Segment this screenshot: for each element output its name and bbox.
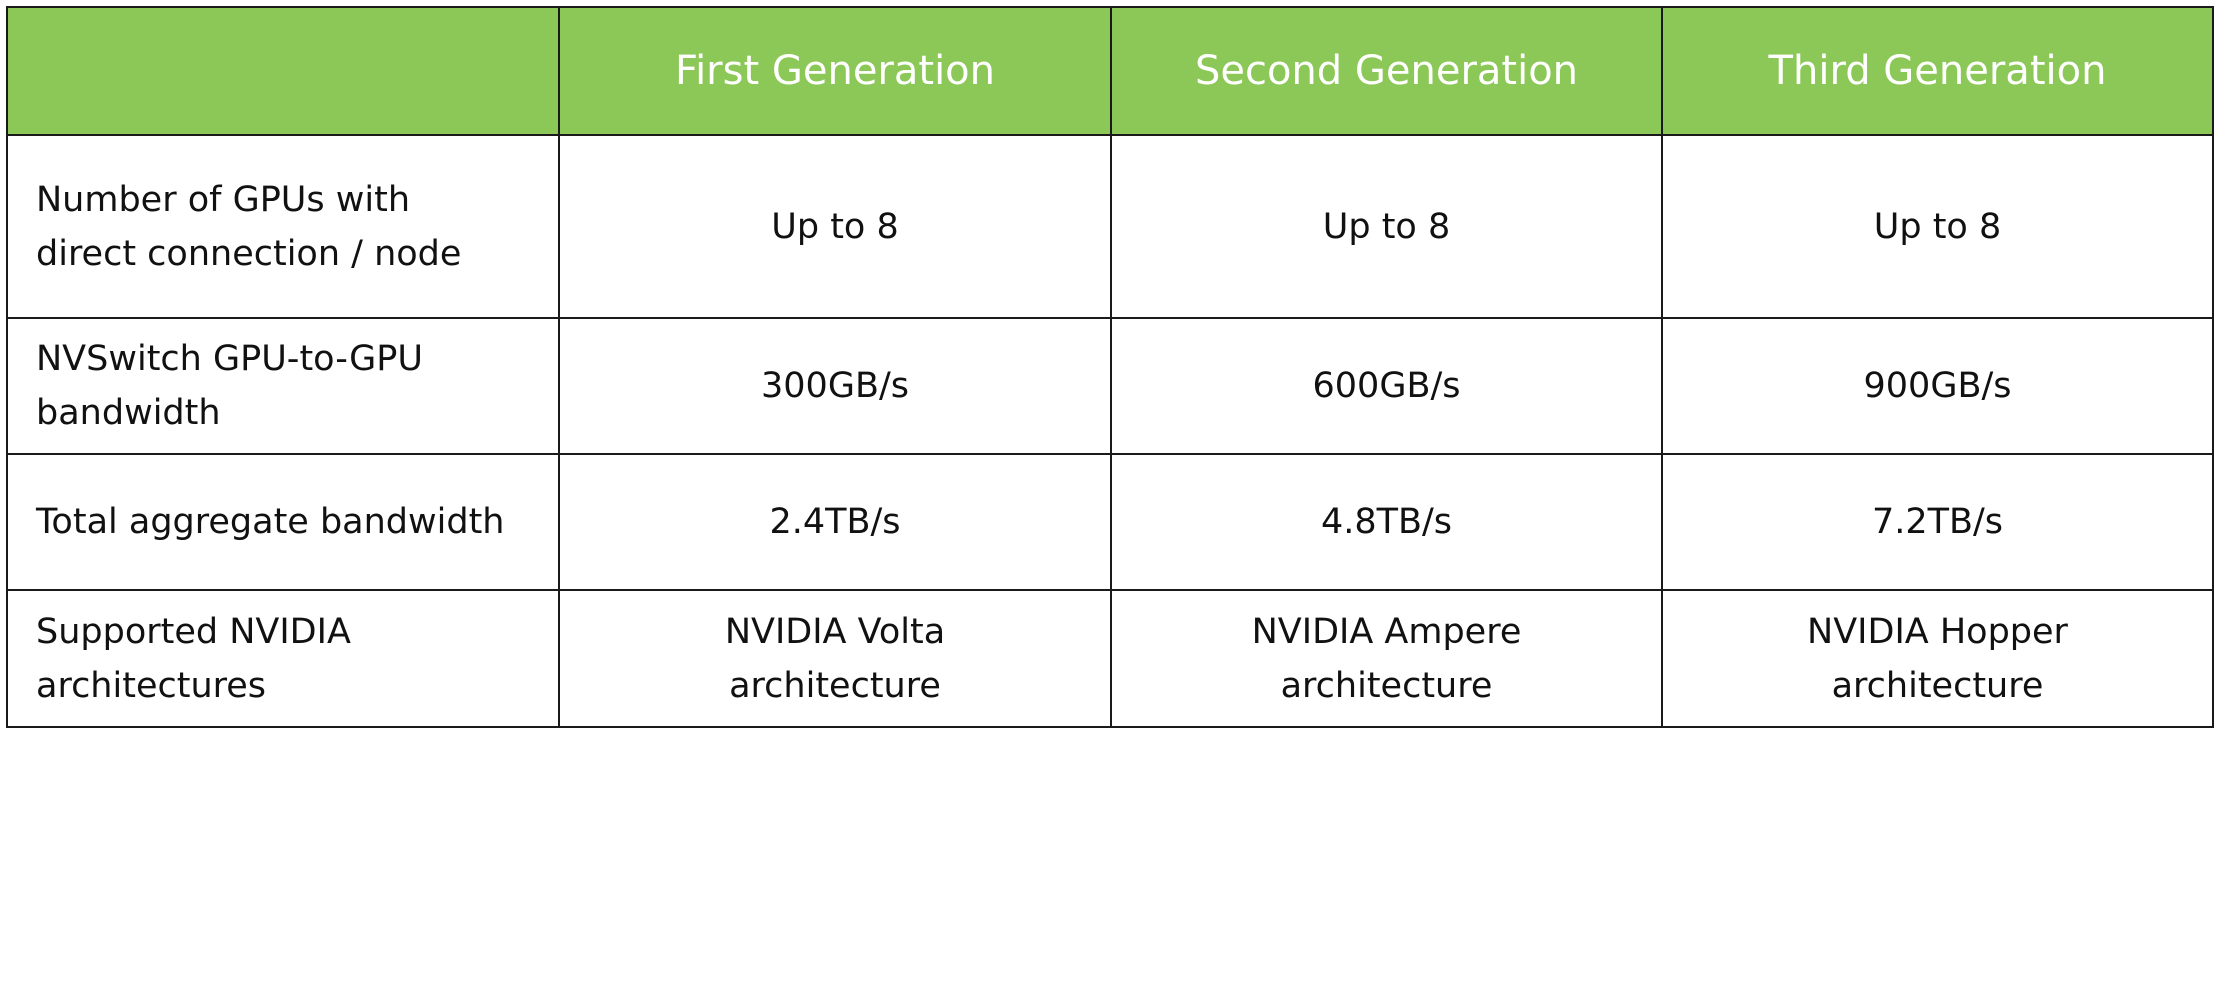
value-cell: Up to 8 [1110,134,1663,319]
body-row: NVSwitch GPU-to-GPU bandwidth 300GB/s 600GB… [6,317,2214,455]
cell-text: Up to 8 [1873,206,2002,247]
cell-text: Number of GPUs with [36,179,411,220]
row-label-cell: Number of GPUs with direct connection / n… [6,134,560,319]
value-cell: Up to 8 [558,134,1112,319]
row-label-cell: Total aggregate bandwidth [6,453,560,591]
cell-text: architecture [1280,665,1493,706]
cell-text: 300GB/s [761,366,909,406]
cell-text: NVIDIA Hopper [1807,611,2068,652]
header-cell: Third Generation [1661,6,2214,136]
row-label-cell: Supported NVIDIA architectures [6,589,560,728]
cell-text: Total aggregate bandwidth [36,502,505,542]
cell-text: Up to 8 [771,206,899,247]
value-cell: Up to 8 [1661,134,2214,319]
value-cell: 300GB/s [558,317,1112,455]
value-cell: NVIDIA Ampere architecture [1110,589,1663,728]
body-row: Number of GPUs with direct connection / n… [6,134,2214,319]
row-label-cell: NVSwitch GPU-to-GPU bandwidth [6,317,560,455]
header-cell: First Generation [558,6,1112,136]
cell-text: NVIDIA Volta [724,611,946,652]
value-cell: NVIDIA Volta architecture [558,589,1112,728]
cell-text: NVIDIA Ampere [1251,611,1522,652]
cell-text: 4.8TB/s [1320,502,1453,542]
spec-table: First Generation Second Generation Third G… [6,6,2214,728]
cell-text: 600GB/s [1312,366,1461,406]
cell-text: Supported NVIDIA [36,611,351,652]
value-cell: 2.4TB/s [558,453,1112,591]
value-cell: 7.2TB/s [1661,453,2214,591]
cell-text: 2.4TB/s [769,502,901,542]
spec-table-container: First Generation Second Generation Third G… [6,6,2214,728]
cell-text: bandwidth [36,393,221,433]
cell-text: architecture [1831,665,2044,706]
cell-text: direct connection / node [36,233,462,274]
header-row: First Generation Second Generation Third G… [6,6,2214,136]
cell-text: 7.2TB/s [1871,502,2004,542]
value-cell: 600GB/s [1110,317,1663,455]
body-row: Total aggregate bandwidth 2.4TB/s 4.8TB/s 7… [6,453,2214,591]
body-row: Supported NVIDIA architectures NVIDIA Volt… [6,589,2214,728]
cell-text: 900GB/s [1863,366,2012,406]
cell-text: architecture [729,665,941,706]
value-cell: 900GB/s [1661,317,2214,455]
value-cell: 4.8TB/s [1110,453,1663,591]
value-cell: NVIDIA Hopper architecture [1661,589,2214,728]
cell-text: NVSwitch GPU-to-GPU [36,339,423,379]
corner-cell [6,6,560,136]
header-cell: Second Generation [1110,6,1663,136]
cell-text: architectures [36,665,267,706]
cell-text: Up to 8 [1322,206,1451,247]
